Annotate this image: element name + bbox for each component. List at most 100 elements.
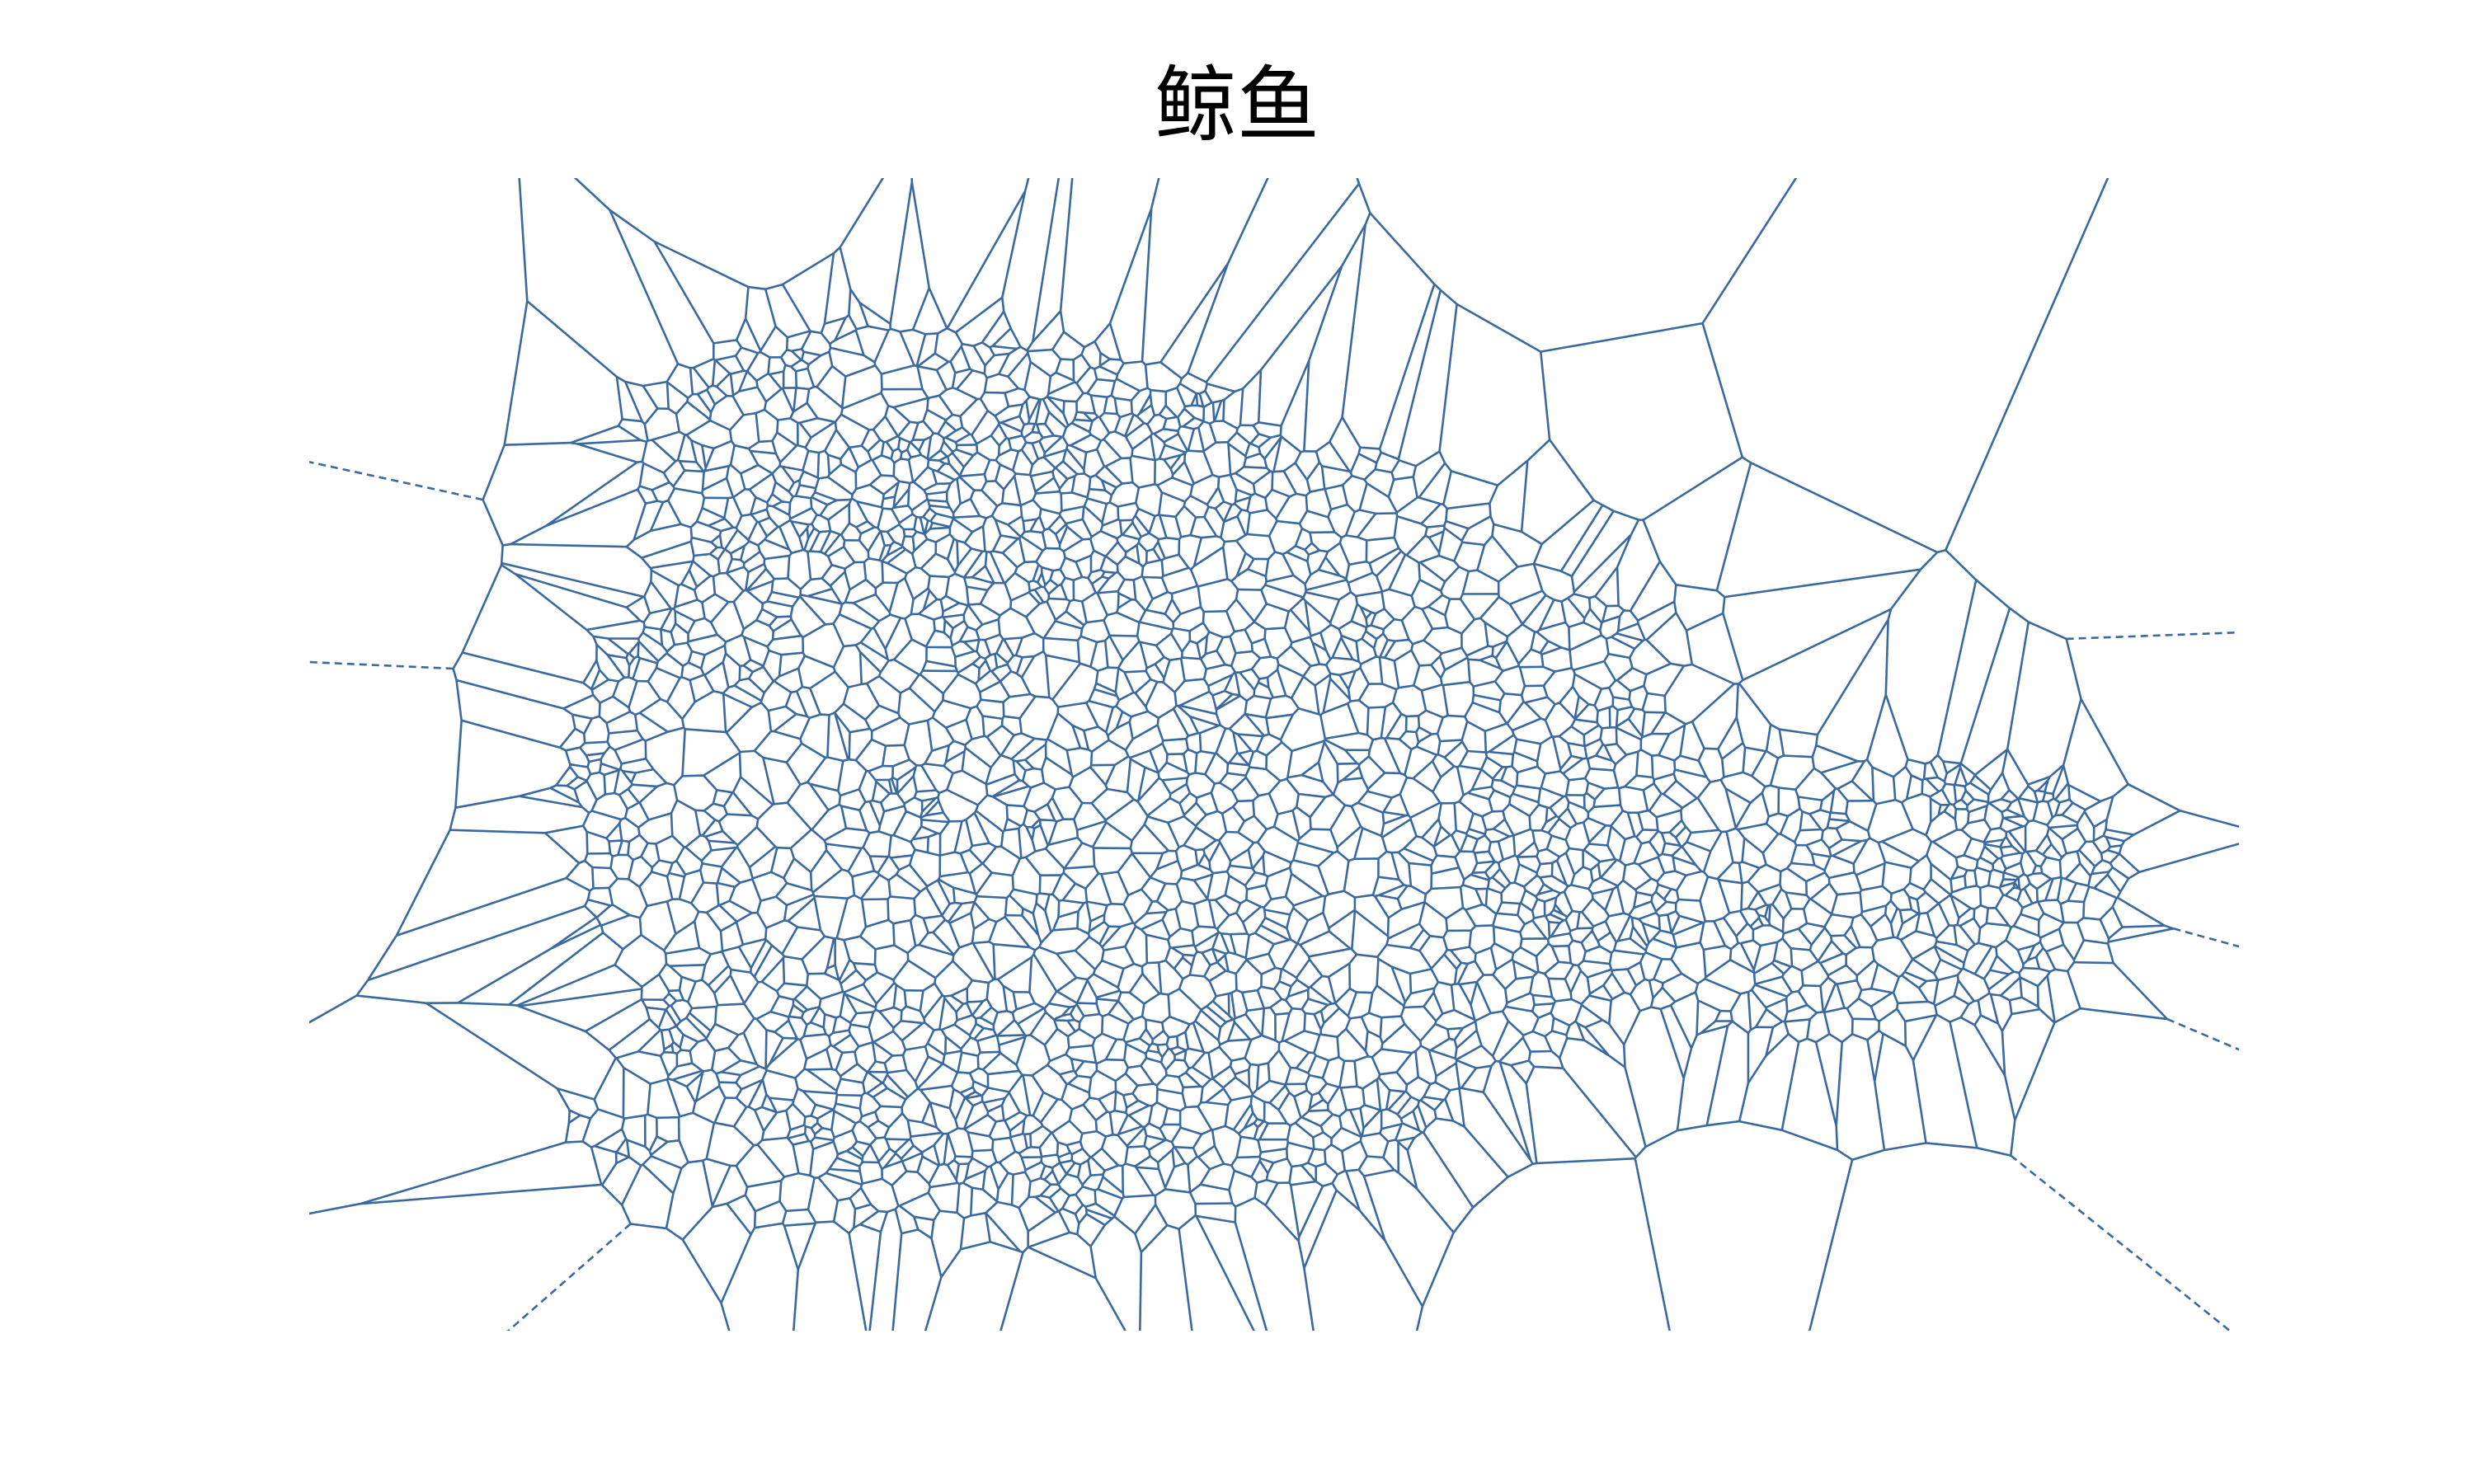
- voronoi-edge: [1424, 534, 1430, 539]
- voronoi-edge: [1320, 1003, 1329, 1012]
- voronoi-edge: [1015, 760, 1027, 772]
- voronoi-edge: [986, 794, 993, 798]
- voronoi-edge: [745, 352, 760, 372]
- voronoi-edge: [1329, 678, 1351, 700]
- voronoi-edge: [1506, 641, 1520, 665]
- voronoi-edge: [920, 515, 924, 519]
- voronoi-edge: [887, 659, 890, 662]
- voronoi-edge: [1525, 1066, 1536, 1084]
- voronoi-edge: [1129, 749, 1150, 759]
- voronoi-edge: [810, 577, 822, 581]
- voronoi-edge: [962, 769, 987, 786]
- voronoi-edge: [1183, 407, 1196, 419]
- voronoi-edge: [1377, 957, 1393, 968]
- voronoi-edge: [1034, 946, 1041, 951]
- voronoi-edge: [819, 514, 830, 521]
- voronoi-edge: [1252, 801, 1256, 816]
- voronoi-edge: [1460, 528, 1470, 542]
- voronoi-edge: [849, 444, 862, 449]
- voronoi-edge: [900, 1144, 915, 1160]
- voronoi-edge: [896, 577, 905, 585]
- voronoi-edge: [1376, 452, 1382, 463]
- voronoi-edge: [1432, 732, 1438, 735]
- voronoi-edge: [722, 693, 727, 733]
- voronoi-edge: [988, 842, 997, 848]
- voronoi-edge: [1303, 360, 1310, 452]
- voronoi-edge: [713, 802, 725, 808]
- voronoi-edge: [884, 617, 902, 650]
- voronoi-edge: [1421, 608, 1434, 630]
- voronoi-edge: [1472, 701, 1500, 714]
- voronoi-edge: [668, 481, 675, 487]
- voronoi-edge: [858, 651, 863, 684]
- voronoi-edge: [1371, 1048, 1383, 1059]
- voronoi-edge: [1051, 875, 1063, 895]
- voronoi-edge: [963, 638, 980, 643]
- voronoi-edge: [1032, 310, 1062, 343]
- voronoi-edge: [1551, 1030, 1567, 1036]
- voronoi-edge: [836, 937, 844, 942]
- voronoi-edge: [991, 534, 1002, 552]
- voronoi-edge: [1386, 943, 1410, 950]
- voronoi-edge: [981, 489, 999, 507]
- voronoi-edge: [747, 1079, 764, 1108]
- voronoi-edge: [1183, 461, 1195, 485]
- voronoi-edge: [608, 679, 619, 683]
- voronoi-edge: [1498, 566, 1519, 583]
- voronoi-edge: [716, 385, 728, 397]
- voronoi-edge: [1006, 664, 1013, 672]
- voronoi-edge: [938, 998, 946, 1030]
- voronoi-edge: [1258, 447, 1262, 454]
- voronoi-edge: [720, 526, 734, 533]
- voronoi-edge: [501, 564, 516, 575]
- voronoi-edge: [1506, 722, 1513, 731]
- voronoi-edge: [1080, 635, 1098, 644]
- voronoi-edge: [965, 811, 976, 821]
- voronoi-edge: [934, 352, 949, 363]
- voronoi-edge: [1116, 378, 1141, 392]
- voronoi-edge: [789, 417, 798, 424]
- voronoi-edge: [867, 451, 872, 461]
- voronoi-edge: [1583, 1039, 1610, 1057]
- voronoi-edge: [598, 715, 608, 724]
- voronoi-edge: [1104, 1039, 1117, 1060]
- voronoi-edge: [1173, 627, 1190, 632]
- voronoi-edge: [1419, 664, 1432, 667]
- voronoi-edge: [875, 781, 891, 795]
- voronoi-edge: [784, 692, 793, 707]
- voronoi-edge: [1286, 985, 1292, 998]
- voronoi-edge: [657, 652, 668, 662]
- voronoi-edge: [696, 520, 709, 527]
- voronoi-edge: [1232, 805, 1245, 822]
- voronoi-edge: [1238, 749, 1252, 755]
- voronoi-edge: [913, 528, 918, 533]
- voronoi-edge: [1211, 947, 1227, 956]
- voronoi-edge: [1235, 496, 1251, 504]
- voronoi-edge: [1391, 965, 1411, 975]
- voronoi-edge: [1472, 850, 1476, 854]
- voronoi-edge: [1310, 531, 1335, 534]
- voronoi-edge: [606, 711, 631, 725]
- voronoi-edge: [771, 944, 783, 956]
- voronoi-edge: [1122, 641, 1141, 661]
- voronoi-edge: [848, 732, 851, 760]
- voronoi-edge: [1535, 895, 1539, 900]
- voronoi-edge: [772, 500, 783, 508]
- voronoi-edge: [1387, 638, 1396, 642]
- voronoi-edge: [824, 317, 846, 325]
- voronoi-edge: [1022, 632, 1035, 639]
- voronoi-edge: [957, 673, 976, 685]
- voronoi-edge: [990, 514, 996, 521]
- voronoi-edge: [1461, 740, 1469, 752]
- voronoi-edge: [662, 499, 669, 504]
- voronoi-edge: [1004, 387, 1019, 394]
- voronoi-edge: [971, 525, 984, 533]
- voronoi-edge: [827, 803, 840, 811]
- voronoi-edge: [1652, 777, 1655, 781]
- voronoi-edge: [786, 783, 802, 804]
- voronoi-edge: [1129, 840, 1133, 849]
- voronoi-edge: [985, 784, 989, 796]
- voronoi-edge: [834, 712, 849, 760]
- voronoi-edge: [1015, 1036, 1027, 1066]
- voronoi-edge: [1443, 527, 1463, 542]
